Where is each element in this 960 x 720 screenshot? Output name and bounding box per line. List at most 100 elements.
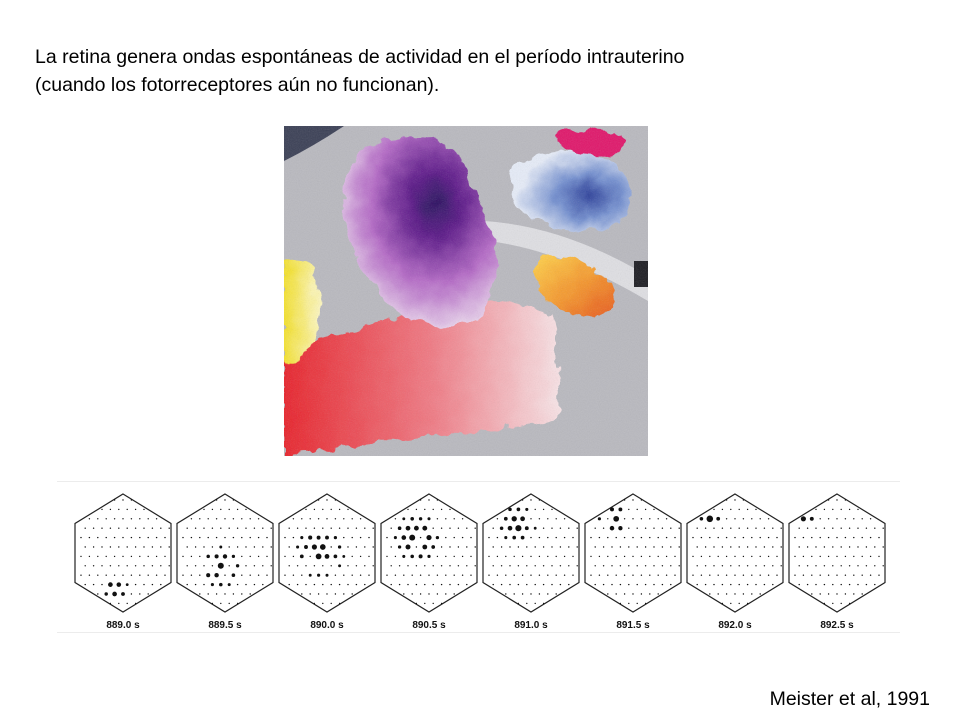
electrode-dot <box>390 583 392 586</box>
electrode-dot <box>334 574 337 576</box>
electrode-dot <box>164 574 166 576</box>
electrode-dot <box>109 527 112 529</box>
electrode-dot <box>113 499 116 501</box>
electrode-dot <box>521 499 524 501</box>
electrode-dot <box>215 499 218 501</box>
electrode-dot <box>351 574 353 576</box>
electrode-dot <box>763 546 766 548</box>
electrode-dot <box>270 565 272 567</box>
electrode-dot <box>882 546 884 548</box>
electrode-dot <box>288 565 290 567</box>
electrode-dot <box>526 583 528 586</box>
electrode-dot <box>411 574 413 576</box>
electrode-dot <box>308 535 313 540</box>
electrode-dot <box>219 582 223 587</box>
electrode-dot <box>190 536 193 539</box>
electrode-dot <box>351 518 353 520</box>
electrode-dot <box>309 593 311 595</box>
electrode-dot <box>713 565 715 567</box>
electrode-dot <box>618 526 623 531</box>
electrode-dot <box>488 555 490 558</box>
electrode-dot <box>721 527 724 529</box>
electrode-dot <box>734 499 736 501</box>
electrode-dot <box>823 527 826 529</box>
electrode-dot <box>802 574 805 576</box>
electrode-dot <box>118 602 120 605</box>
electrode-dot <box>334 593 337 595</box>
electrode-dot <box>249 593 251 595</box>
electrode-dot <box>292 555 295 558</box>
electrode-dot <box>794 574 796 576</box>
electrode-dot <box>721 508 724 511</box>
electrode-dot <box>619 583 622 586</box>
electrode-dot <box>823 546 826 548</box>
electrode-dot <box>848 602 851 605</box>
electrode-dot <box>746 602 749 605</box>
electrode-dot <box>572 574 574 576</box>
electrode-dot <box>130 518 133 520</box>
electrode-dot <box>509 546 511 548</box>
electrode-dot <box>390 565 392 567</box>
electrode-dot <box>104 592 108 596</box>
electrode-dot <box>220 527 222 529</box>
electrode-dot <box>97 518 99 520</box>
electrode-dot <box>134 527 137 529</box>
electrode-dot <box>700 555 703 558</box>
electrode-dot <box>640 593 643 595</box>
electrode-dot <box>611 583 613 586</box>
electrode-dot <box>296 565 299 567</box>
electrode-dot <box>594 583 596 586</box>
electrode-dot <box>653 583 655 586</box>
electrode-dot <box>143 508 145 511</box>
electrode-dot <box>424 508 426 511</box>
electrode-dot <box>861 593 863 595</box>
electrode-dot <box>419 536 422 539</box>
electrode-dot <box>199 593 201 595</box>
slide-title-line-1: La retina genera ondas espontáneas de ac… <box>35 46 685 68</box>
electrode-dot <box>840 565 842 567</box>
electrode-dot <box>105 555 107 558</box>
electrode-dot <box>836 555 838 558</box>
electrode-dot <box>232 593 235 595</box>
electrode-dot <box>865 583 868 586</box>
electrode-dot <box>823 583 826 586</box>
electrode-dot <box>418 554 423 559</box>
electrode-dot <box>317 573 321 577</box>
electrode-dot <box>435 535 440 540</box>
electrode-dot <box>116 582 122 587</box>
electrode-dot <box>602 583 605 586</box>
electrode-dot <box>88 555 91 558</box>
electrode-dot <box>874 546 876 548</box>
electrode-dot <box>547 574 549 576</box>
electrode-dot <box>160 583 162 586</box>
electrode-dot <box>665 518 668 520</box>
electrode-dot <box>794 555 796 558</box>
electrode-dot <box>547 593 549 595</box>
electrode-dot <box>713 527 715 529</box>
electrode-dot <box>245 546 247 548</box>
electrode-dot <box>767 536 770 539</box>
electrode-dot <box>811 593 813 595</box>
electrode-dot <box>368 574 370 576</box>
electrode-dot <box>492 565 494 567</box>
electrode-dot <box>168 565 170 567</box>
electrode-dot <box>338 527 341 529</box>
electrode-dot <box>134 546 137 548</box>
electrode-dot <box>538 574 541 576</box>
electrode-dot <box>568 527 570 529</box>
electrode-dot <box>776 555 778 558</box>
electrode-dot <box>640 536 643 539</box>
electrode-dot <box>407 508 409 511</box>
electrode-dot <box>194 565 197 567</box>
electrode-dot <box>657 555 659 558</box>
electrode-dot <box>524 526 529 531</box>
electrode-dot <box>628 602 630 605</box>
electrode-dot <box>725 499 728 501</box>
electrode-dot <box>470 536 472 539</box>
electrode-dot <box>207 536 209 539</box>
electrode-dot <box>313 508 316 511</box>
electrode-dot <box>97 574 99 576</box>
electrode-dot <box>505 555 507 558</box>
electrode-dot <box>500 546 503 548</box>
electrode-dot <box>798 546 800 548</box>
